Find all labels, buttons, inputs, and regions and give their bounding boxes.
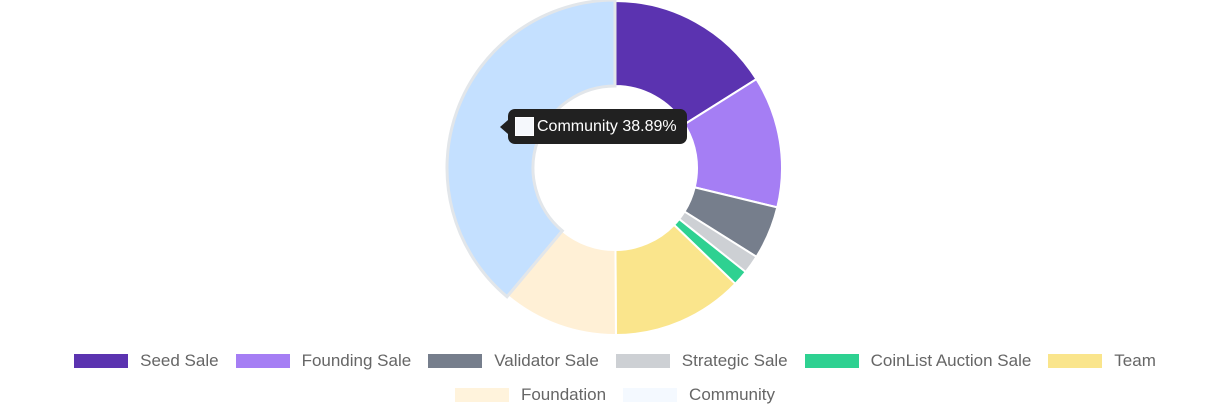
legend-row-1: Seed Sale Founding Sale Validator Sale S… xyxy=(0,350,1230,372)
legend-swatch xyxy=(623,388,678,402)
legend-item-seed-sale[interactable]: Seed Sale xyxy=(74,350,219,372)
legend-item-foundation[interactable]: Foundation xyxy=(454,384,607,406)
legend-swatch xyxy=(428,354,483,368)
legend-label: Team xyxy=(1114,351,1156,370)
tooltip-label: Community 38.89% xyxy=(537,117,677,135)
legend-swatch xyxy=(454,388,509,402)
legend-item-strategic-sale[interactable]: Strategic Sale xyxy=(615,350,788,372)
slice-seed-sale[interactable] xyxy=(614,0,758,126)
legend-row-2: Foundation Community xyxy=(0,384,1230,406)
legend-label: Community xyxy=(689,385,776,404)
legend-item-community[interactable]: Community xyxy=(623,384,775,406)
slice-community[interactable] xyxy=(445,0,617,299)
legend-label: Seed Sale xyxy=(140,351,219,370)
legend-swatch xyxy=(615,354,670,368)
legend-label: CoinList Auction Sale xyxy=(870,351,1032,370)
legend-label: Strategic Sale xyxy=(681,351,788,370)
legend-swatch xyxy=(1048,354,1103,368)
legend-label: Validator Sale xyxy=(494,351,599,370)
legend-swatch xyxy=(235,354,290,368)
chart-tooltip: Community 38.89% xyxy=(500,109,687,144)
legend-item-coinlist-auction-sale[interactable]: CoinList Auction Sale xyxy=(804,350,1032,372)
donut-plot-area xyxy=(445,0,783,337)
legend-item-validator-sale[interactable]: Validator Sale xyxy=(428,350,599,372)
legend-item-team[interactable]: Team xyxy=(1048,350,1156,372)
legend-swatch xyxy=(804,354,859,368)
legend-item-founding-sale[interactable]: Founding Sale xyxy=(235,350,412,372)
legend-label: Foundation xyxy=(520,385,607,404)
legend-swatch xyxy=(74,354,129,368)
legend-label: Founding Sale xyxy=(301,351,412,370)
tooltip-swatch xyxy=(515,117,534,136)
